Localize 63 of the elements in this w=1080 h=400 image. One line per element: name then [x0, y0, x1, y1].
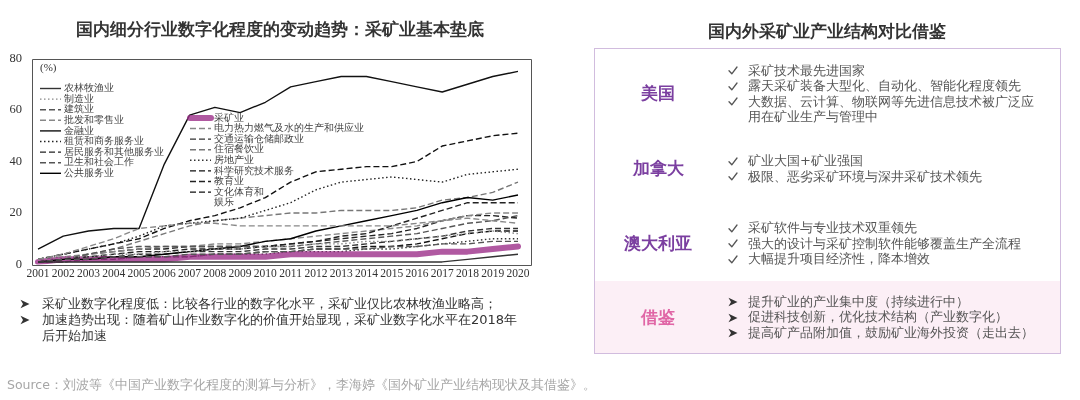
x-tick-label: 2004 — [102, 267, 126, 280]
text: 露天采矿装备大型化、自动化、智能化程度领先 — [748, 78, 1021, 93]
legend-label: 卫生和社会工作 — [64, 156, 134, 168]
y-tick-label: 80 — [9, 50, 22, 65]
legend-label: 采矿业 — [214, 111, 244, 123]
x-tick-label: 2002 — [51, 267, 76, 280]
text: 加速趋势出现：随着矿山作业数字化的价值开始显现，采矿业数字化水平在2018年后开始加速 — [42, 312, 519, 344]
x-tick-label: 2007 — [178, 267, 202, 280]
legend-label: 金融业 — [64, 124, 94, 136]
x-tick-label: 2018 — [455, 267, 480, 280]
chart-title: 国内细分行业数字化程度的变动趋势：采矿业基本垫底 — [75, 19, 485, 41]
text: 提升矿业的产业集中度（持续进行中） — [748, 293, 969, 309]
x-tick-label: 2003 — [77, 267, 101, 280]
category-label: 澳大利亚 — [624, 233, 692, 253]
legend-label: 文化体育和娱乐 — [214, 185, 264, 208]
x-tick-label: 2011 — [279, 267, 303, 280]
x-tick-label: 2010 — [253, 267, 278, 280]
y-axis-title: (%) — [40, 61, 57, 75]
category-label: 加拿大 — [632, 158, 684, 178]
x-tick-label: 2001 — [26, 267, 50, 280]
text: 大幅提升项目经济性，降本增效 — [748, 251, 930, 267]
legend-label: 房地产业 — [214, 153, 254, 165]
legend-label: 农林牧渔业 — [64, 82, 114, 94]
x-tick-label: 2009 — [228, 267, 252, 280]
legend-label: 电力热力燃气及水的生产和供应业 — [214, 122, 364, 134]
legend-label: 租赁和商务服务业 — [64, 135, 144, 147]
legend-label: 批发和零售业 — [64, 113, 124, 125]
legend-label: 住宿餐饮业 — [214, 143, 264, 155]
source-note: Source：刘波等《中国产业数字化程度的测算与分析》，李海婷《国外矿业产业结构现状及其借鉴》。 — [7, 377, 596, 393]
x-tick-label: 2019 — [481, 267, 505, 280]
legend-label: 建筑业 — [63, 103, 94, 115]
x-tick-label: 2016 — [405, 267, 429, 280]
x-tick-label: 2012 — [304, 267, 328, 280]
text: 采矿技术最先进国家 — [748, 62, 865, 78]
text: 大数据、云计算、物联网等先进信息技术被广泛应用在矿业生产与管理中 — [748, 93, 1034, 124]
text: 强大的设计与采矿控制软件能够覆盖生产全流程 — [748, 235, 1021, 251]
y-tick-label: 60 — [9, 102, 22, 117]
x-tick-label: 2014 — [354, 267, 379, 280]
x-tick-label: 2013 — [329, 267, 353, 280]
legend-label: 教育业 — [214, 175, 244, 187]
text: 矿业大国+矿业强国 — [748, 153, 863, 168]
text: 国内外采矿业产业结构对比借鉴 — [707, 21, 947, 43]
legend-label: 制造业 — [64, 92, 94, 104]
y-tick-label: 0 — [15, 256, 22, 271]
x-tick-label: 2017 — [430, 267, 454, 280]
x-tick-label: 2006 — [152, 267, 177, 280]
text: 极限、恶劣采矿环境与深井采矿技术领先 — [748, 168, 982, 184]
x-tick-label: 2008 — [203, 267, 227, 280]
text: 采矿软件与专业技术双重领先 — [748, 220, 917, 236]
text: 采矿业数字化程度低：比较各行业的数字化水平，采矿业仅比农林牧渔业略高； — [42, 296, 498, 312]
text: 提高矿产品附加值，鼓励矿业海外投资（走出去） — [748, 324, 1034, 340]
legend-label: 科学研究技术服务 — [214, 164, 294, 176]
x-tick-label: 2005 — [127, 267, 151, 280]
y-tick-label: 20 — [9, 205, 22, 220]
y-tick-label: 40 — [9, 153, 22, 168]
legend-label: 居民服务和其他服务业 — [64, 145, 164, 157]
x-tick-label: 2020 — [506, 267, 530, 280]
x-tick-label: 2015 — [380, 267, 404, 280]
category-label: 美国 — [641, 83, 675, 103]
legend-label: 公共服务业 — [64, 166, 114, 178]
legend-label: 交通运输仓储邮政业 — [214, 132, 304, 144]
text: 促进科技创新，优化技术结构（产业数字化） — [748, 309, 1008, 325]
category-label: 借鉴 — [641, 306, 675, 327]
